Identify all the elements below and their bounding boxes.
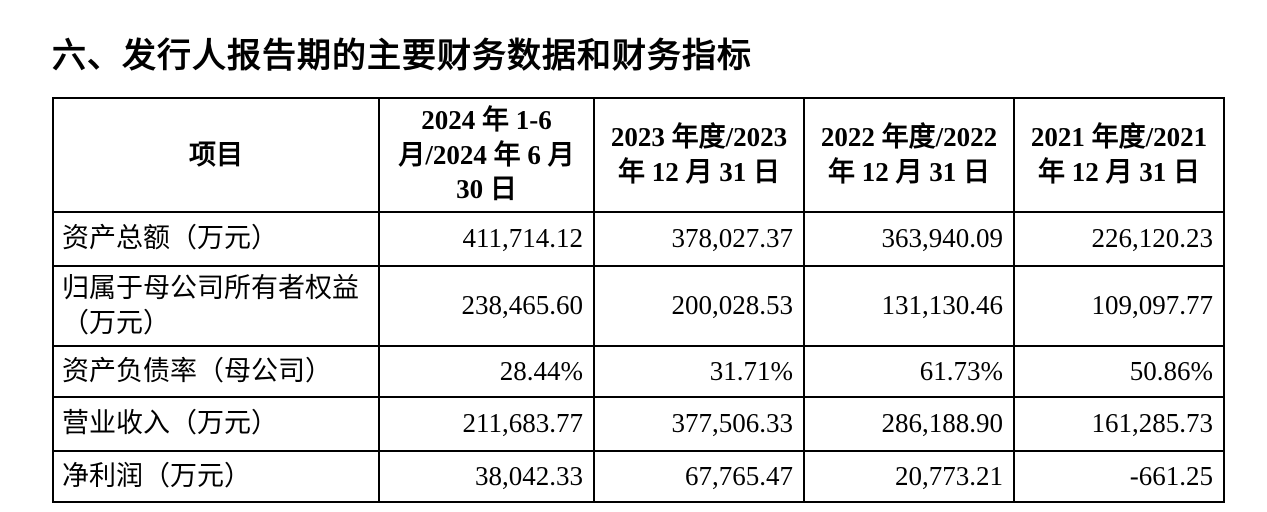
column-header-2024: 2024 年 1-6 月/2024 年 6 月 30 日 [378,97,595,213]
table-header-row: 项目 2024 年 1-6 月/2024 年 6 月 30 日 2023 年度/… [52,97,1225,213]
cell-value: 161,285.73 [1013,395,1225,452]
column-header-item: 项目 [52,97,380,213]
cell-value: 20,773.21 [803,449,1015,503]
financial-data-table: 项目 2024 年 1-6 月/2024 年 6 月 30 日 2023 年度/… [52,97,1225,503]
table-row-net-profit: 净利润（万元） 38,042.33 67,765.47 20,773.21 -6… [52,449,1225,503]
cell-value: -661.25 [1013,449,1225,503]
column-header-2023: 2023 年度/2023 年 12 月 31 日 [593,97,805,213]
table-row-parent-equity: 归属于母公司所有者权益（万元） 238,465.60 200,028.53 13… [52,264,1225,347]
row-label: 资产总额（万元） [52,210,380,267]
column-header-2022: 2022 年度/2022 年 12 月 31 日 [803,97,1015,213]
cell-value: 238,465.60 [378,264,595,347]
row-label: 净利润（万元） [52,449,380,503]
table-row-total-assets: 资产总额（万元） 411,714.12 378,027.37 363,940.0… [52,210,1225,267]
row-label: 资产负债率（母公司） [52,344,380,398]
cell-value: 377,506.33 [593,395,805,452]
cell-value: 61.73% [803,344,1015,398]
cell-value: 378,027.37 [593,210,805,267]
cell-value: 200,028.53 [593,264,805,347]
cell-value: 38,042.33 [378,449,595,503]
cell-value: 363,940.09 [803,210,1015,267]
cell-value: 131,130.46 [803,264,1015,347]
column-header-2021: 2021 年度/2021 年 12 月 31 日 [1013,97,1225,213]
section-title: 六、发行人报告期的主要财务数据和财务指标 [52,37,752,75]
cell-value: 226,120.23 [1013,210,1225,267]
cell-value: 67,765.47 [593,449,805,503]
row-label: 归属于母公司所有者权益（万元） [52,264,380,347]
cell-value: 50.86% [1013,344,1225,398]
cell-value: 31.71% [593,344,805,398]
cell-value: 286,188.90 [803,395,1015,452]
table-row-debt-ratio: 资产负债率（母公司） 28.44% 31.71% 61.73% 50.86% [52,344,1225,398]
cell-value: 411,714.12 [378,210,595,267]
row-label: 营业收入（万元） [52,395,380,452]
cell-value: 28.44% [378,344,595,398]
cell-value: 109,097.77 [1013,264,1225,347]
cell-value: 211,683.77 [378,395,595,452]
table-row-operating-revenue: 营业收入（万元） 211,683.77 377,506.33 286,188.9… [52,395,1225,452]
